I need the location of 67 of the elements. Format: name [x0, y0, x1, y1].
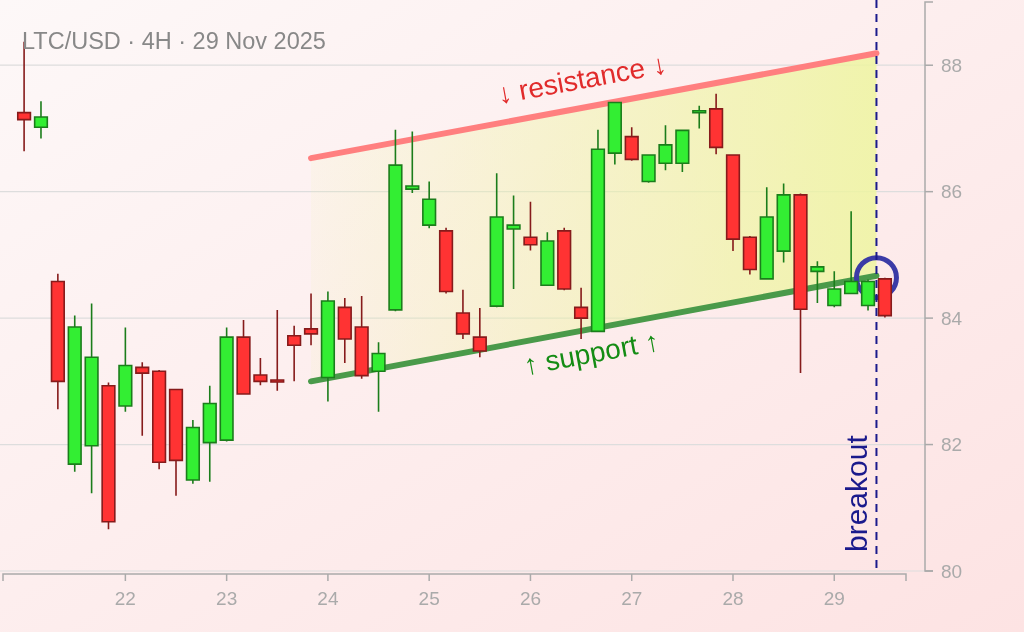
y-tick-label: 80 — [941, 560, 963, 582]
candlestick — [472, 307, 487, 359]
text: LTC/USD · 4H · 29 Nov 2025 — [22, 28, 326, 54]
candlestick — [287, 324, 302, 383]
candlestick — [877, 276, 893, 319]
candlestick — [759, 186, 774, 281]
y-tick-label: 86 — [941, 181, 963, 203]
candlestick — [303, 292, 319, 347]
candlestick — [135, 361, 150, 437]
y-tick-label: 82 — [941, 434, 963, 456]
y-tick-label: 88 — [941, 54, 963, 76]
candlestick — [590, 128, 606, 333]
candlestick — [202, 384, 217, 483]
candlestick — [236, 319, 251, 396]
candlestick — [320, 290, 336, 403]
candlestick — [540, 231, 555, 287]
candlestick — [675, 128, 690, 173]
x-tick-label: 27 — [621, 588, 643, 609]
candlestick — [455, 288, 471, 340]
candlestick — [692, 104, 707, 130]
candlestick — [725, 153, 741, 252]
candlestick — [607, 101, 622, 166]
x-tick-label: 24 — [317, 588, 339, 609]
candlestick — [422, 180, 437, 230]
candlestick — [624, 126, 639, 162]
candlestick — [152, 369, 167, 471]
candlestick — [860, 278, 876, 312]
candlestick — [33, 100, 49, 140]
candlestick — [388, 128, 403, 312]
candlestick — [371, 341, 386, 413]
candlestick — [168, 388, 184, 497]
x-tick-label: 29 — [823, 588, 845, 609]
x-tick-label: 25 — [418, 588, 440, 609]
candlestick — [405, 130, 420, 194]
text: ↑ support ↑ — [521, 325, 662, 381]
candlestick — [50, 273, 65, 410]
candlestick — [658, 124, 673, 171]
candlestick — [438, 226, 454, 295]
text: ↓ resistance ↓ — [494, 48, 669, 110]
x-tick-label: 28 — [722, 588, 744, 609]
candlestick — [84, 302, 99, 495]
candlestick — [118, 326, 133, 413]
candlestick — [793, 192, 808, 374]
candlestick — [641, 153, 656, 184]
candlestick — [810, 260, 825, 304]
candlestick — [270, 309, 285, 392]
candlestick — [101, 381, 116, 531]
y-tick-label: 84 — [941, 307, 963, 329]
candlestick — [219, 326, 234, 443]
candlestick — [506, 194, 521, 290]
candlestick — [776, 182, 791, 264]
x-tick-label: 22 — [114, 588, 136, 609]
candlestick — [708, 92, 724, 156]
candlestick — [523, 200, 538, 252]
candlestick — [185, 419, 201, 485]
ref-line-label: breakout — [840, 434, 874, 552]
candlestick — [337, 297, 352, 364]
candlestick — [557, 226, 572, 292]
candlestick — [67, 314, 82, 473]
candlestick — [253, 357, 268, 386]
x-tick-label: 23 — [216, 588, 238, 609]
candlestick — [489, 172, 504, 309]
candlestick — [827, 270, 842, 309]
candlestick — [742, 235, 757, 276]
candlestick — [354, 295, 369, 380]
candlestick — [844, 210, 859, 295]
x-tick-label: 26 — [519, 588, 542, 609]
